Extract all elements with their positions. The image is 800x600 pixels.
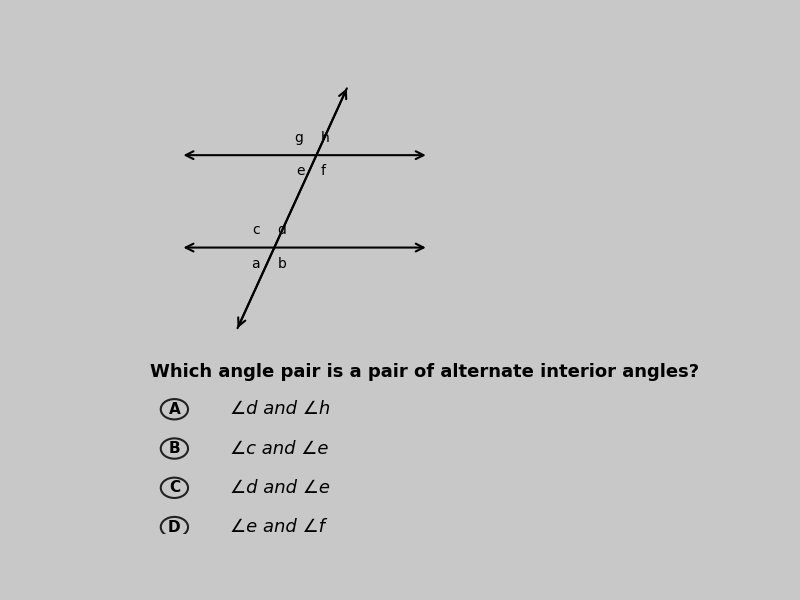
Text: B: B bbox=[169, 441, 180, 456]
Text: d: d bbox=[278, 223, 286, 238]
Text: D: D bbox=[168, 520, 181, 535]
Text: A: A bbox=[169, 402, 180, 417]
Text: c: c bbox=[252, 223, 260, 238]
Text: h: h bbox=[321, 131, 330, 145]
Text: e: e bbox=[296, 164, 305, 178]
Text: b: b bbox=[278, 257, 286, 271]
Text: ∠d and ∠h: ∠d and ∠h bbox=[230, 400, 330, 418]
Text: C: C bbox=[169, 480, 180, 496]
Text: f: f bbox=[321, 164, 326, 178]
Text: a: a bbox=[251, 257, 260, 271]
Text: g: g bbox=[294, 131, 303, 145]
Text: ∠e and ∠f: ∠e and ∠f bbox=[230, 518, 325, 536]
Text: ∠c and ∠e: ∠c and ∠e bbox=[230, 440, 329, 458]
Text: ∠d and ∠e: ∠d and ∠e bbox=[230, 479, 330, 497]
Text: Which angle pair is a pair of alternate interior angles?: Which angle pair is a pair of alternate … bbox=[150, 363, 698, 381]
